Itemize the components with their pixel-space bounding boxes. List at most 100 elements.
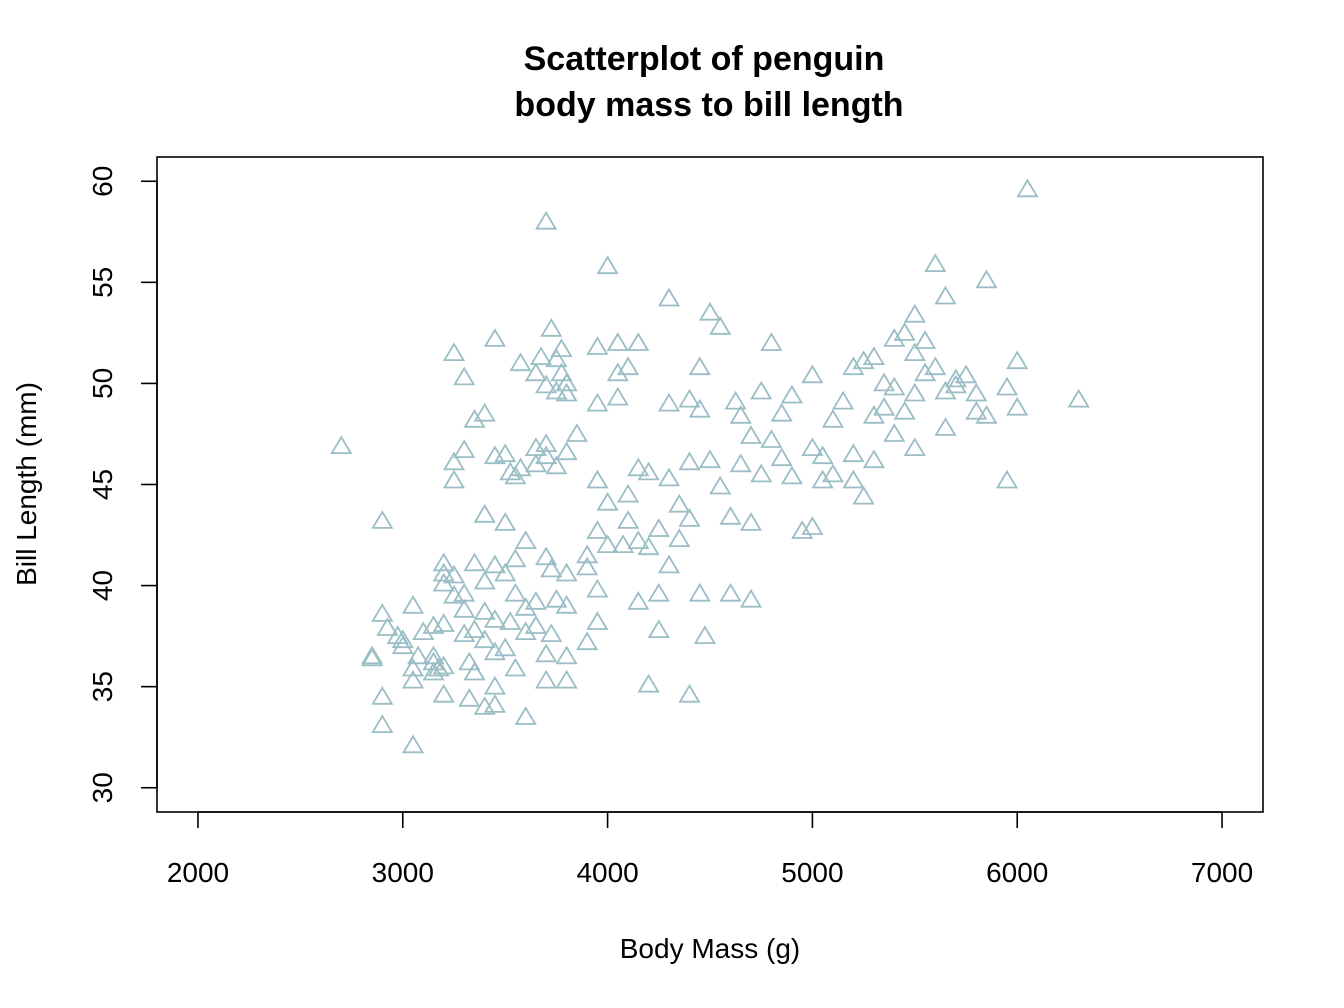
data-point bbox=[995, 469, 1019, 489]
data-point bbox=[1006, 396, 1029, 416]
data-point bbox=[770, 402, 793, 422]
data-point bbox=[688, 582, 711, 602]
y-axis-label: Bill Length (mm) bbox=[11, 382, 42, 586]
data-point bbox=[893, 322, 916, 341]
data-point bbox=[401, 657, 425, 677]
data-point bbox=[514, 706, 537, 725]
data-point bbox=[678, 451, 701, 471]
x-tick-label: 5000 bbox=[781, 857, 843, 888]
data-point bbox=[688, 398, 711, 418]
data-point bbox=[678, 683, 701, 703]
data-point bbox=[540, 623, 563, 642]
data-point bbox=[524, 362, 547, 382]
data-point bbox=[760, 429, 783, 448]
data-point bbox=[934, 417, 957, 436]
data-point bbox=[401, 734, 425, 754]
data-point bbox=[550, 362, 573, 382]
data-point bbox=[965, 400, 988, 420]
data-point bbox=[801, 364, 824, 384]
data-point bbox=[371, 510, 394, 529]
data-point bbox=[606, 332, 629, 351]
data-point bbox=[555, 441, 578, 461]
data-point bbox=[458, 651, 481, 671]
data-point bbox=[514, 597, 537, 616]
x-tick-label: 4000 bbox=[576, 857, 638, 888]
data-points bbox=[330, 178, 1090, 754]
data-point bbox=[586, 578, 609, 598]
y-axis: 30 35 40 45 50 55 60 bbox=[87, 166, 158, 803]
data-point bbox=[514, 530, 537, 549]
data-point bbox=[458, 688, 481, 707]
data-point bbox=[524, 591, 547, 610]
data-point bbox=[386, 625, 409, 644]
data-point bbox=[586, 336, 609, 355]
data-point bbox=[555, 562, 578, 582]
data-point bbox=[473, 570, 496, 590]
data-point bbox=[1067, 388, 1090, 408]
data-point bbox=[801, 516, 824, 535]
data-point bbox=[709, 475, 732, 495]
data-point bbox=[524, 615, 547, 634]
x-axis: 2000 3000 4000 5000 6000 7000 bbox=[167, 811, 1253, 888]
data-point bbox=[954, 364, 978, 384]
data-point bbox=[330, 435, 353, 455]
data-point bbox=[376, 617, 399, 636]
data-point bbox=[483, 328, 506, 347]
data-point bbox=[494, 443, 517, 463]
data-point bbox=[432, 562, 455, 582]
data-point bbox=[873, 396, 896, 416]
data-point bbox=[586, 392, 609, 412]
data-point bbox=[903, 382, 926, 402]
data-point bbox=[509, 457, 532, 477]
data-point bbox=[903, 437, 926, 457]
data-point bbox=[1006, 350, 1029, 370]
data-point bbox=[647, 518, 670, 537]
data-point bbox=[371, 714, 394, 733]
data-point bbox=[586, 469, 609, 489]
data-point bbox=[540, 318, 563, 337]
data-point bbox=[453, 599, 476, 618]
data-point bbox=[473, 629, 496, 649]
data-point bbox=[576, 631, 599, 651]
data-point bbox=[903, 342, 926, 362]
data-point bbox=[453, 439, 476, 459]
data-point bbox=[801, 437, 824, 457]
data-point bbox=[483, 675, 506, 695]
data-point bbox=[709, 316, 732, 335]
data-point bbox=[883, 423, 906, 442]
data-point bbox=[442, 564, 466, 584]
data-point bbox=[719, 506, 742, 525]
data-point bbox=[586, 611, 609, 630]
data-point bbox=[647, 619, 670, 638]
data-point bbox=[391, 629, 414, 649]
plot-area-frame bbox=[156, 156, 1264, 813]
data-point bbox=[668, 528, 691, 547]
data-point bbox=[401, 595, 425, 614]
data-point bbox=[678, 388, 701, 408]
data-point bbox=[883, 376, 906, 396]
data-point bbox=[739, 512, 763, 531]
data-point bbox=[627, 332, 650, 351]
data-point bbox=[550, 338, 573, 358]
data-point bbox=[914, 362, 937, 382]
data-point bbox=[944, 368, 967, 388]
data-point bbox=[739, 588, 763, 608]
data-point bbox=[617, 356, 640, 376]
data-point bbox=[606, 362, 629, 382]
data-point bbox=[371, 603, 394, 622]
data-point bbox=[975, 405, 998, 424]
data-point bbox=[494, 512, 517, 531]
data-point bbox=[852, 350, 875, 370]
data-point bbox=[811, 445, 834, 465]
data-point bbox=[432, 552, 455, 572]
data-point bbox=[371, 686, 394, 705]
data-point bbox=[995, 376, 1019, 396]
data-point bbox=[657, 467, 681, 487]
data-point bbox=[432, 683, 455, 703]
data-point bbox=[944, 374, 967, 394]
data-point bbox=[924, 253, 947, 273]
data-point bbox=[432, 613, 455, 632]
data-point bbox=[422, 661, 445, 681]
data-point bbox=[606, 386, 629, 406]
data-point bbox=[611, 534, 635, 553]
